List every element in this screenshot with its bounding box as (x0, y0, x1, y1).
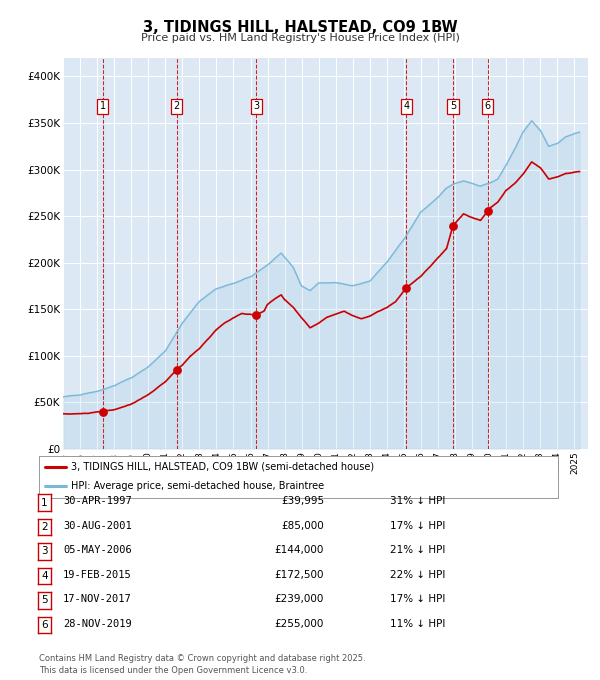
Text: 3: 3 (41, 547, 48, 556)
Text: 6: 6 (485, 101, 491, 112)
Text: 3: 3 (253, 101, 259, 112)
Text: 4: 4 (41, 571, 48, 581)
Text: 05-MAY-2006: 05-MAY-2006 (63, 545, 132, 555)
Text: 5: 5 (450, 101, 456, 112)
Text: 22% ↓ HPI: 22% ↓ HPI (390, 570, 445, 579)
Point (251, 309, 261, 320)
Text: 1: 1 (41, 498, 48, 507)
Text: 17-NOV-2017: 17-NOV-2017 (63, 594, 132, 604)
Text: 30-APR-1997: 30-APR-1997 (63, 496, 132, 506)
Text: 2: 2 (41, 522, 48, 532)
Text: £255,000: £255,000 (275, 619, 324, 628)
Text: 31% ↓ HPI: 31% ↓ HPI (390, 496, 445, 506)
Text: 3, TIDINGS HILL, HALSTEAD, CO9 1BW: 3, TIDINGS HILL, HALSTEAD, CO9 1BW (143, 20, 457, 35)
Text: £144,000: £144,000 (275, 545, 324, 555)
Text: 1: 1 (100, 101, 106, 112)
Text: £239,000: £239,000 (275, 594, 324, 604)
Point (448, 221, 458, 232)
Point (401, 283, 411, 294)
Text: 21% ↓ HPI: 21% ↓ HPI (390, 545, 445, 555)
Text: 17% ↓ HPI: 17% ↓ HPI (390, 594, 445, 604)
Text: 5: 5 (41, 596, 48, 605)
Text: Price paid vs. HM Land Registry's House Price Index (HPI): Price paid vs. HM Land Registry's House … (140, 33, 460, 43)
Text: HPI: Average price, semi-detached house, Braintree: HPI: Average price, semi-detached house,… (71, 481, 325, 492)
Point (172, 364, 181, 375)
Text: 19-FEB-2015: 19-FEB-2015 (63, 570, 132, 579)
Point (483, 206, 493, 217)
Text: 6: 6 (41, 620, 48, 630)
Text: 11% ↓ HPI: 11% ↓ HPI (390, 619, 445, 628)
Text: £39,995: £39,995 (281, 496, 324, 506)
Text: 2: 2 (173, 101, 180, 112)
Text: £172,500: £172,500 (275, 570, 324, 579)
Text: Contains HM Land Registry data © Crown copyright and database right 2025.
This d: Contains HM Land Registry data © Crown c… (39, 653, 365, 675)
Text: £85,000: £85,000 (281, 521, 324, 530)
Text: 17% ↓ HPI: 17% ↓ HPI (390, 521, 445, 530)
Point (98, 406, 107, 417)
Text: 30-AUG-2001: 30-AUG-2001 (63, 521, 132, 530)
Text: 3, TIDINGS HILL, HALSTEAD, CO9 1BW (semi-detached house): 3, TIDINGS HILL, HALSTEAD, CO9 1BW (semi… (71, 462, 374, 472)
Text: 28-NOV-2019: 28-NOV-2019 (63, 619, 132, 628)
Text: 4: 4 (403, 101, 409, 112)
